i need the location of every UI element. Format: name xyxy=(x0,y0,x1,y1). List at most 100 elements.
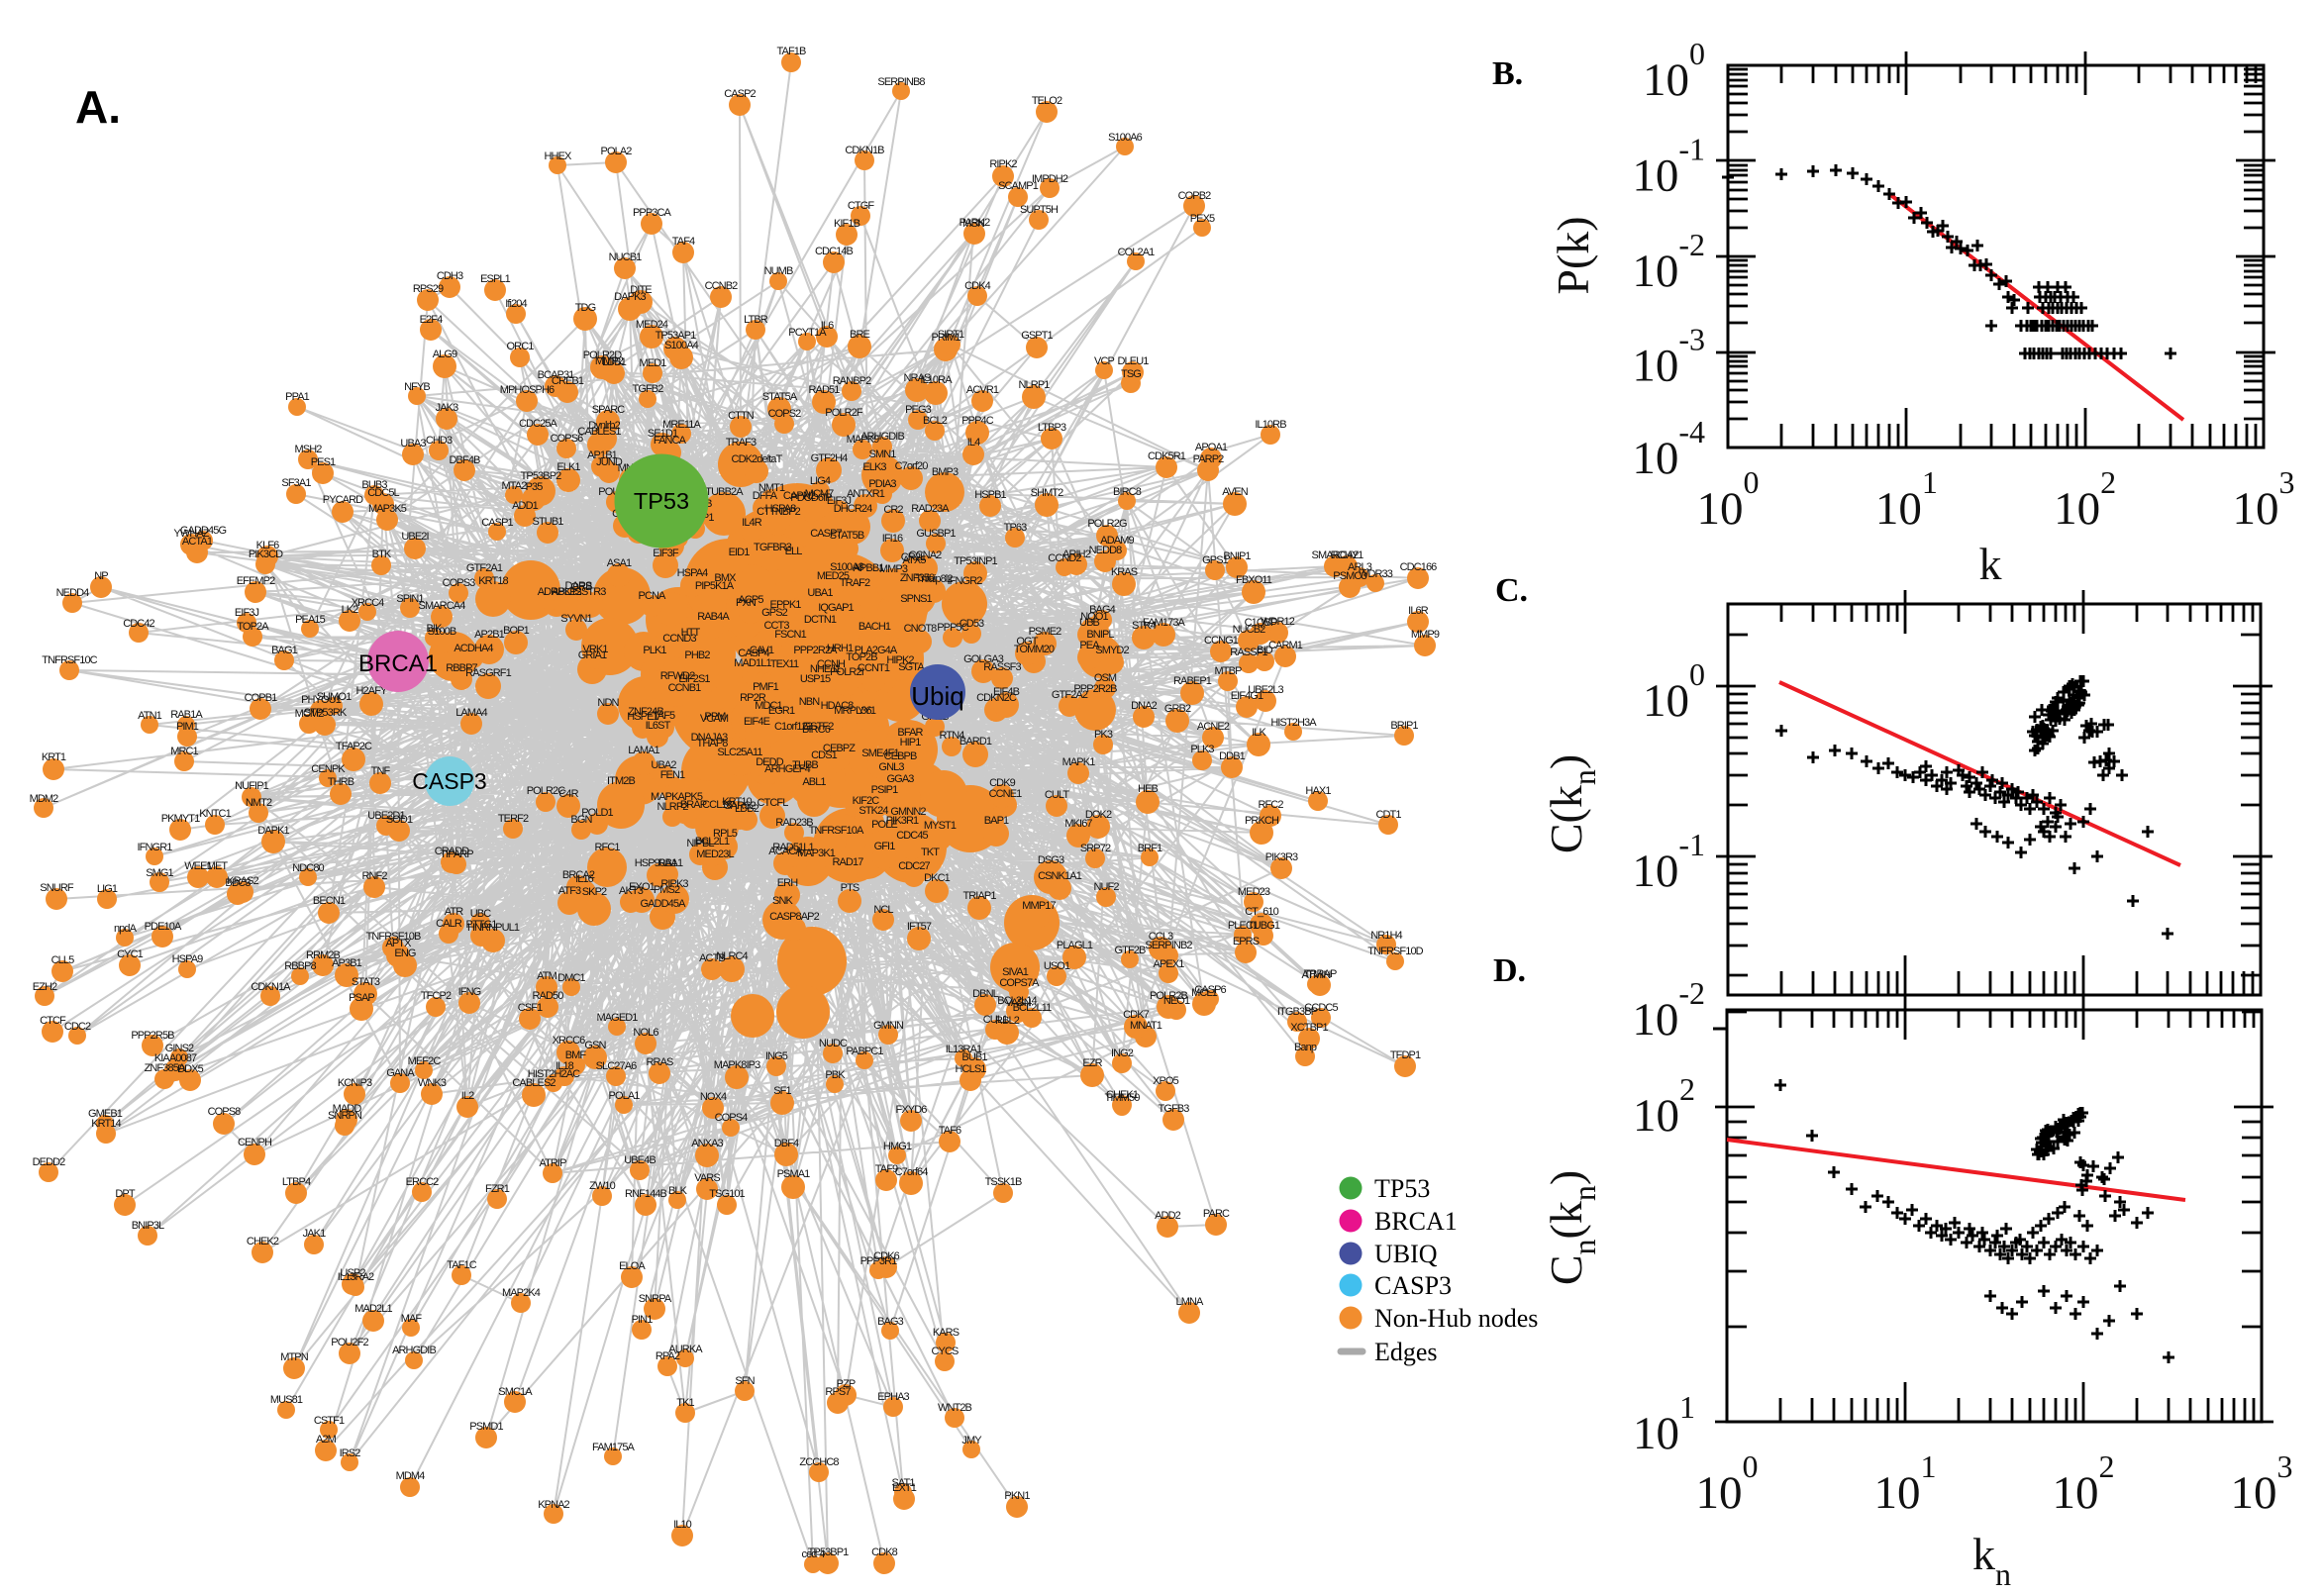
svg-text:AP1B1: AP1B1 xyxy=(587,449,618,461)
svg-text:NCL: NCL xyxy=(873,904,893,916)
svg-text:DNA2: DNA2 xyxy=(1131,700,1158,712)
svg-text:NBN: NBN xyxy=(799,696,820,708)
svg-text:KRT1: KRT1 xyxy=(42,751,66,763)
svg-text:ATMIN: ATMIN xyxy=(1302,969,1332,981)
svg-text:POLD1: POLD1 xyxy=(581,807,613,819)
svg-text:CCNT1: CCNT1 xyxy=(858,662,890,674)
svg-text:NUDC: NUDC xyxy=(819,1038,848,1049)
svg-text:RASGRF1: RASGRF1 xyxy=(465,667,511,679)
svg-text:KLF6: KLF6 xyxy=(256,540,279,551)
svg-text:MPHOSPH6: MPHOSPH6 xyxy=(500,384,555,396)
svg-text:BECN1: BECN1 xyxy=(313,895,346,907)
svg-text:DEDD2: DEDD2 xyxy=(33,1156,66,1168)
svg-text:CENPH: CENPH xyxy=(238,1137,272,1148)
svg-text:MTA2: MTA2 xyxy=(502,480,528,492)
svg-text:MAPK9: MAPK9 xyxy=(847,434,880,446)
svg-text:MAP3K1: MAP3K1 xyxy=(797,848,836,859)
svg-text:USO1: USO1 xyxy=(1044,960,1070,972)
svg-text:KNTC1: KNTC1 xyxy=(199,808,231,820)
svg-text:VCP: VCP xyxy=(1094,355,1114,367)
svg-text:NR1H4: NR1H4 xyxy=(1370,930,1402,942)
svg-text:RAD23A: RAD23A xyxy=(911,503,950,515)
svg-text:EFEMP2: EFEMP2 xyxy=(237,575,275,587)
svg-text:LIG1: LIG1 xyxy=(97,883,118,895)
svg-text:k: k xyxy=(1979,539,2002,589)
svg-text:SMARCA4: SMARCA4 xyxy=(419,600,466,612)
svg-text:ASA1: ASA1 xyxy=(607,557,632,569)
svg-text:PDCD6IP: PDCD6IP xyxy=(790,492,832,504)
svg-text:CABLES1: CABLES1 xyxy=(577,426,621,438)
svg-text:DAPK3: DAPK3 xyxy=(614,291,646,303)
svg-text:RFC2: RFC2 xyxy=(1258,799,1283,811)
svg-text:UBA1: UBA1 xyxy=(807,587,833,599)
svg-text:CDC42: CDC42 xyxy=(123,618,154,630)
svg-text:CDK9: CDK9 xyxy=(989,777,1016,789)
svg-text:CDH3: CDH3 xyxy=(437,270,463,282)
svg-text:C1orf123: C1orf123 xyxy=(774,721,813,733)
svg-text:LTBP3: LTBP3 xyxy=(1038,422,1066,434)
svg-text:PPM: PPM xyxy=(704,711,726,723)
svg-text:GTF2A1: GTF2A1 xyxy=(466,562,503,574)
svg-text:CAV1: CAV1 xyxy=(750,645,774,656)
svg-text:ARHGDIB: ARHGDIB xyxy=(860,431,904,443)
svg-text:NUCB1: NUCB1 xyxy=(609,251,643,263)
svg-text:ATRIP: ATRIP xyxy=(539,1157,566,1169)
svg-text:TEX11: TEX11 xyxy=(770,658,799,670)
svg-text:AVEN: AVEN xyxy=(1222,486,1248,498)
svg-text:GMEB1: GMEB1 xyxy=(88,1108,123,1120)
svg-text:BRF1: BRF1 xyxy=(1138,843,1162,854)
svg-text:PPP2R2B: PPP2R2B xyxy=(1073,683,1117,695)
svg-text:IFNGR2: IFNGR2 xyxy=(948,575,983,587)
svg-text:IL6R: IL6R xyxy=(1408,605,1429,617)
svg-text:SMG1: SMG1 xyxy=(146,867,173,879)
svg-text:H2AFY: H2AFY xyxy=(356,685,389,697)
svg-text:LTBR: LTBR xyxy=(744,314,768,326)
svg-text:PSIP1: PSIP1 xyxy=(871,784,898,796)
svg-text:ACP5: ACP5 xyxy=(738,594,763,606)
svg-text:ACACA: ACACA xyxy=(768,846,803,857)
svg-text:TP53: TP53 xyxy=(634,488,689,514)
svg-text:CR2: CR2 xyxy=(883,504,903,516)
svg-text:LDB2: LDB2 xyxy=(735,803,759,815)
svg-text:NMT2: NMT2 xyxy=(246,797,272,809)
svg-text:CCT3: CCT3 xyxy=(763,620,789,632)
svg-text:MRE11A: MRE11A xyxy=(662,419,701,431)
svg-text:SNK: SNK xyxy=(772,895,793,907)
svg-text:GNL3: GNL3 xyxy=(878,761,904,773)
svg-text:PCNA: PCNA xyxy=(639,590,667,602)
svg-text:STAT5A: STAT5A xyxy=(762,391,798,403)
svg-text:DDX5: DDX5 xyxy=(177,1063,204,1075)
svg-text:TRAF3: TRAF3 xyxy=(726,437,757,449)
svg-text:ARHGDIB: ARHGDIB xyxy=(392,1345,436,1356)
svg-text:BACH1: BACH1 xyxy=(858,621,891,633)
svg-text:HIPK2: HIPK2 xyxy=(886,654,914,666)
svg-text:SKP2: SKP2 xyxy=(582,886,607,898)
svg-text:FBXO11: FBXO11 xyxy=(1236,574,1272,586)
svg-text:S100B: S100B xyxy=(428,626,456,638)
svg-text:CASP2: CASP2 xyxy=(724,88,756,100)
svg-text:SME4F1: SME4F1 xyxy=(861,748,899,759)
svg-text:RAD23B: RAD23B xyxy=(775,817,813,829)
svg-text:DOK2: DOK2 xyxy=(1085,809,1112,821)
svg-text:CUL1: CUL1 xyxy=(983,1014,1008,1026)
svg-text:MED23L: MED23L xyxy=(696,848,734,860)
svg-text:HIST2H3A: HIST2H3A xyxy=(1270,717,1317,729)
svg-text:BRCA1: BRCA1 xyxy=(358,650,438,677)
svg-text:PSMD1: PSMD1 xyxy=(469,1421,503,1433)
svg-text:PK3: PK3 xyxy=(1094,729,1113,741)
svg-text:TNFRSF10D: TNFRSF10D xyxy=(1367,946,1423,957)
svg-text:TGFBR3: TGFBR3 xyxy=(754,542,792,553)
svg-text:RAD51L1: RAD51L1 xyxy=(772,842,814,853)
svg-text:TDG: TDG xyxy=(575,302,596,314)
svg-text:KRT18: KRT18 xyxy=(478,575,508,587)
svg-text:ENG: ENG xyxy=(394,948,415,959)
svg-text:VRK1: VRK1 xyxy=(582,644,608,655)
svg-text:TSG101: TSG101 xyxy=(709,1188,745,1200)
svg-text:BIRC8: BIRC8 xyxy=(1113,486,1142,498)
svg-text:WDR33: WDR33 xyxy=(1359,568,1393,580)
svg-text:ATX5: ATX5 xyxy=(902,554,926,566)
svg-text:IL13RA1: IL13RA1 xyxy=(946,1044,982,1055)
svg-text:PEX5: PEX5 xyxy=(1190,213,1215,225)
svg-text:SNRPN: SNRPN xyxy=(328,1110,362,1122)
svg-text:TAF4: TAF4 xyxy=(672,236,695,248)
